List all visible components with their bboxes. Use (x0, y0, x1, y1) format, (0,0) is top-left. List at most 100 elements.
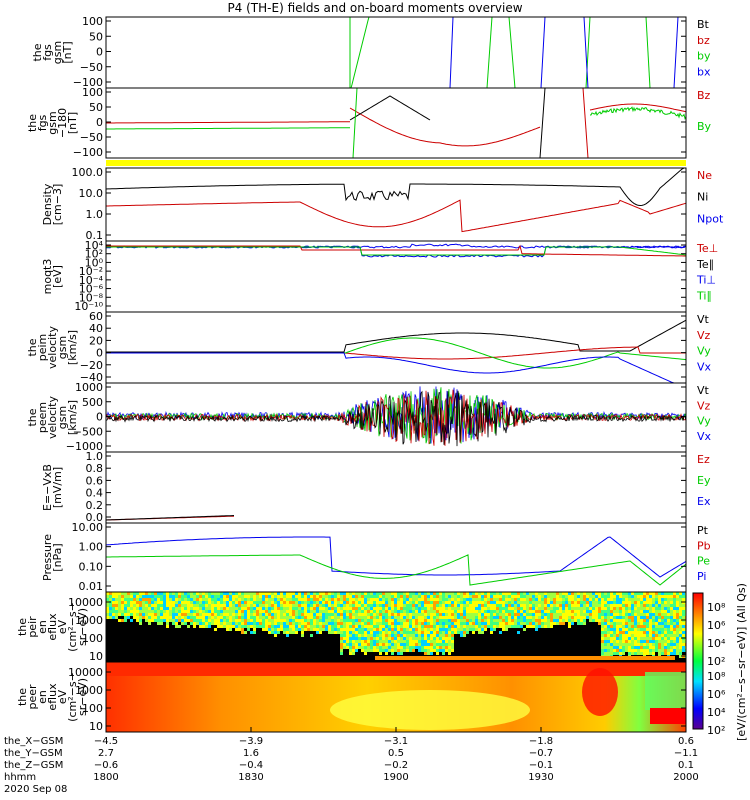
xaxis-value: −4.5 (94, 736, 118, 747)
ylabel-line: fgs (41, 44, 54, 61)
ytick-label: 10⁻⁶ (79, 283, 104, 296)
ylabel-line: eV (56, 619, 69, 634)
colorbar-tick: 10⁴ (707, 637, 726, 650)
spectrogram-ele-red (650, 708, 686, 724)
ytick-label: 100 (82, 702, 103, 715)
series-By-edge (352, 88, 358, 158)
xaxis-value: 2000 (673, 772, 698, 783)
ytick-label: −50 (80, 131, 103, 144)
legend-ni: Ni (697, 191, 708, 204)
legend-ne: Ne (697, 169, 712, 182)
ytick-label: −100 (73, 146, 103, 159)
ytick-label: 10⁻² (79, 265, 103, 278)
ytick-label: 10 (89, 650, 103, 663)
ytick-label: 0 (96, 116, 103, 129)
colorbar-tick: 10⁶ (707, 619, 726, 632)
panel-7: 1.00.80.60.40.20.0 E=−VxB[mV/m] Ez Ey Ex (41, 450, 711, 524)
plot-area-4 (106, 243, 686, 258)
series-Bz (106, 121, 350, 124)
xaxis-row-label: hhmm (4, 772, 36, 783)
series-By-2 (590, 106, 686, 120)
plot-area-8 (106, 536, 686, 586)
xaxis-date: 2020 Sep 08 (4, 784, 67, 795)
ytick-label: 0 (96, 347, 103, 360)
xaxis-value: −0.6 (94, 760, 118, 771)
ytick-label: −1000 (66, 440, 103, 453)
ytick-label: 0.1 (86, 229, 104, 242)
colorbar-tick: 10⁴ (707, 706, 726, 719)
legend-vx: Vx (697, 430, 712, 443)
plot-area-1 (345, 17, 679, 88)
series-Pi (106, 536, 686, 578)
spectrogram-ion-base (375, 656, 675, 660)
ytick-label: −500 (73, 425, 103, 438)
xaxis-value: −3.9 (239, 736, 263, 747)
ylabel-line: en (36, 690, 49, 704)
legend-bt: Bt (697, 18, 710, 31)
ytick-label: 10000 (68, 596, 103, 609)
ylabel-line: [nT] (66, 112, 79, 134)
ytick-label: −40 (80, 371, 103, 384)
ytick-label: 1000 (75, 381, 103, 394)
series-By (106, 127, 350, 130)
legend-vz: Vz (697, 399, 711, 412)
ytick-label: 50 (89, 101, 103, 114)
xaxis-value: −0.2 (384, 760, 408, 771)
ylabel-line: −180 (56, 108, 69, 138)
ylabel-line: gsm (56, 406, 69, 429)
series-Tipar2 (106, 246, 686, 256)
series-Bt-edge (539, 88, 546, 158)
xaxis-row-label: the_X−GSM (4, 736, 63, 747)
xaxis-row-label: the_Y−GSM (4, 748, 63, 759)
legend-ez: Ez (697, 453, 710, 466)
panel-frame (105, 451, 687, 524)
legend-te⊥: Te⊥ (696, 242, 718, 255)
page-title: P4 (TH-E) fields and on-board moments ov… (227, 1, 523, 15)
xaxis-value: 2.7 (98, 748, 114, 759)
series-by-2 (486, 17, 493, 88)
ytick-label: −20 (80, 359, 103, 372)
series-Bz-edge (582, 88, 589, 158)
spectrogram-ele-top (106, 662, 686, 676)
ytick-label: 1000 (75, 614, 103, 627)
ylabel-line: eV (56, 689, 69, 704)
ylabel-line: peem (36, 402, 49, 433)
legend-pb: Pb (697, 539, 711, 552)
xaxis-value: −3.1 (384, 736, 408, 747)
ytick-label: 0.8 (86, 462, 104, 475)
ylabel-line: gsm (51, 41, 64, 64)
ylabel-line: the (26, 408, 39, 426)
ytick-label: 0.6 (86, 474, 104, 487)
series-Pe (106, 554, 686, 586)
ytick-label: 20 (89, 334, 103, 347)
ytick-label: 10⁻⁸ (79, 291, 104, 304)
legend-pt: Pt (697, 524, 709, 537)
ytick-label: 100 (82, 86, 103, 99)
series-by-4 (585, 17, 591, 88)
colorbar-tick: 10⁸ (707, 670, 726, 683)
ytick-label: 10 (89, 720, 103, 733)
legend-vt: Vt (697, 384, 710, 397)
ylabel-line: [nT] (61, 41, 74, 63)
legend-vy: Vy (697, 345, 711, 358)
xaxis-value: −1.1 (674, 748, 698, 759)
series-Bt (349, 95, 431, 121)
ylabel-line: the (16, 618, 29, 636)
legend-te∥: Te∥ (696, 258, 714, 271)
colorbar-tick: 10⁸ (707, 601, 726, 614)
plot-area-7 (106, 515, 235, 521)
series-Ni (106, 168, 686, 207)
xaxis-value: 0.1 (678, 760, 694, 771)
ylabel-line: the (26, 114, 39, 132)
ytick-label: −100 (73, 76, 103, 89)
xaxis-value: −0.1 (529, 760, 553, 771)
legend-bx: bx (697, 65, 711, 78)
panel-frame (105, 16, 687, 89)
series-Vt (106, 319, 686, 353)
series-Vx (106, 352, 686, 383)
ylabel-line: eflux (46, 683, 59, 711)
legend-ex: Ex (697, 495, 711, 508)
ytick-label: 0 (96, 411, 103, 424)
